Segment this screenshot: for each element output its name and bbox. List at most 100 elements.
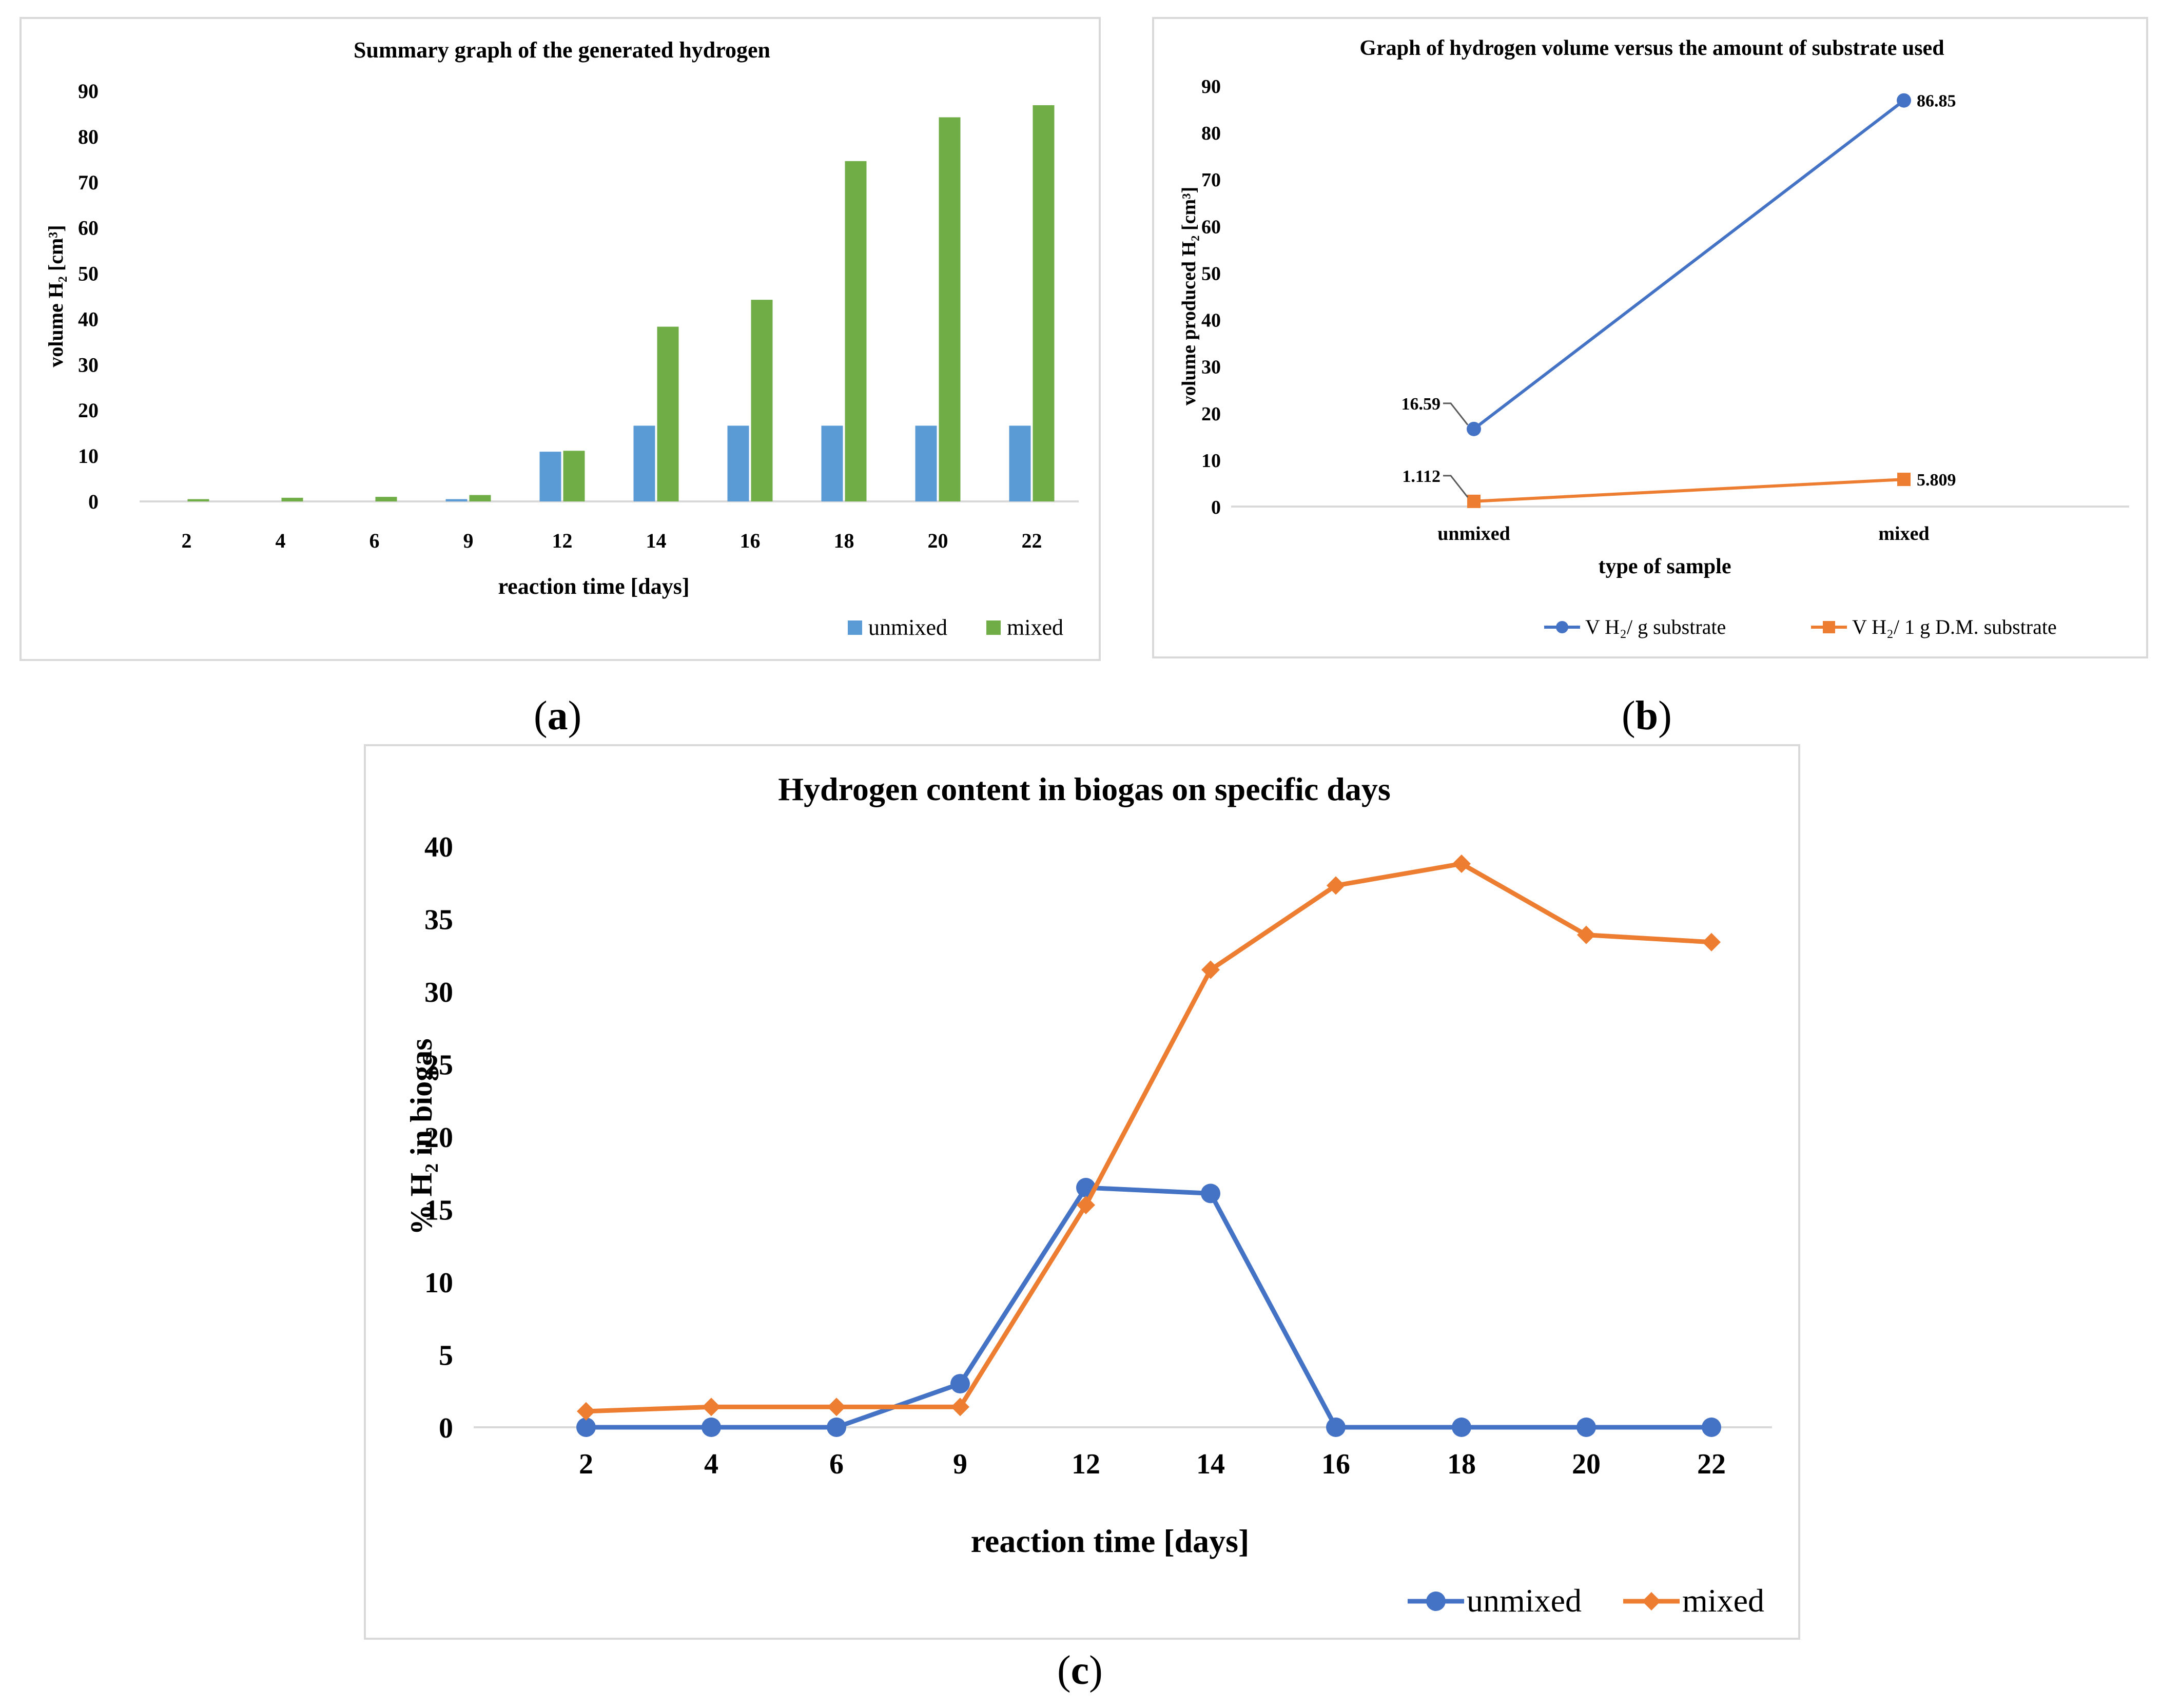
chart-b-x-label: type of sample (1599, 555, 1731, 578)
chart-b-y-tick: 30 (1201, 357, 1221, 378)
chart-b-data-label: 5.809 (1917, 471, 1956, 490)
chart-b-legend-marker (1556, 621, 1568, 633)
chart-c-series-line (586, 1185, 1711, 1430)
chart-a-x-tick: 16 (740, 529, 761, 552)
chart-a-x-tick: 14 (646, 529, 667, 552)
chart-c-point (702, 1398, 721, 1416)
chart-panel-b: Graph of hydrogen volume versus the amou… (1152, 17, 2148, 658)
chart-b-label-leader (1443, 402, 1469, 425)
chart-c-y-label: % H₂ in biogas (404, 1038, 438, 1235)
chart-panel-a: Summary graph of the generated hydrogen 0… (20, 17, 1101, 661)
chart-a-bar-unmixed (727, 425, 749, 501)
chart-c-y-tick: 0 (439, 1412, 453, 1444)
chart-a-y-tick: 90 (78, 80, 99, 103)
chart-b-legend-label: V H₂/ 1 g D.M. substrate (1852, 615, 2057, 638)
chart-a-x-tick: 2 (182, 529, 192, 552)
chart-c-point (1327, 876, 1345, 895)
chart-a-bar-mixed (845, 161, 867, 501)
chart-c-x-tick: 2 (579, 1448, 593, 1480)
chart-c-point (950, 1374, 970, 1394)
chart-c-point (576, 1418, 596, 1437)
chart-a-y-tick: 70 (78, 171, 99, 194)
chart-a-y-tick: 30 (78, 353, 99, 376)
chart-c-point (1201, 1183, 1220, 1204)
chart-c-x-label: reaction time [days] (971, 1523, 1250, 1559)
chart-b-y-tick: 20 (1201, 403, 1221, 425)
chart-a-legend-label: mixed (1007, 615, 1063, 640)
chart-b-x-tick: unmixed (1437, 523, 1510, 545)
chart-c-legend-marker (1642, 1592, 1661, 1610)
chart-c-point (1452, 854, 1471, 873)
chart-a-bar-unmixed (821, 425, 843, 501)
chart-c-series-line (586, 861, 1712, 1414)
chart-a-title: Summary graph of the generated hydrogen (354, 37, 770, 63)
chart-b-y-tick: 80 (1201, 123, 1221, 144)
chart-a-bar-unmixed (445, 499, 468, 501)
chart-a-bar-mixed (1033, 105, 1055, 501)
chart-b-y-tick: 90 (1201, 76, 1221, 98)
chart-c-point (1201, 960, 1220, 979)
chart-c-y-tick: 5 (439, 1340, 453, 1372)
chart-c-point (1326, 1418, 1346, 1437)
chart-a-canvas: Summary graph of the generated hydrogen 0… (44, 37, 1079, 640)
chart-c-y-tick: 35 (424, 904, 453, 936)
chart-b-x-tick: mixed (1878, 523, 1929, 545)
chart-a-x-tick: 4 (276, 529, 286, 552)
chart-c-legend-label: mixed (1682, 1582, 1764, 1619)
chart-b-y-tick: 10 (1201, 450, 1221, 472)
chart-b-data-label: 1.112 (1402, 467, 1440, 486)
chart-b-series-line (1473, 99, 1905, 431)
chart-c-canvas: Hydrogen content in biogas on specific d… (404, 771, 1772, 1619)
chart-c-y-tick: 10 (424, 1267, 453, 1299)
chart-c-x-tick: 18 (1447, 1448, 1476, 1480)
panel-label-a: (a) (534, 693, 582, 739)
chart-c-point (1577, 925, 1595, 944)
chart-a-bar-unmixed (539, 452, 561, 501)
chart-a-x-tick: 22 (1022, 529, 1042, 552)
chart-b-y-tick: 50 (1201, 263, 1221, 284)
panel-label-c: (c) (1057, 1648, 1103, 1693)
chart-c-legend-marker (1426, 1591, 1446, 1611)
chart-a-y-tick: 10 (78, 444, 99, 468)
chart-b-y-label: volume produced H₂ [cm³] (1178, 187, 1200, 405)
chart-b-legend-label: V H₂/ g substrate (1585, 615, 1726, 638)
chart-b-point (1897, 473, 1911, 487)
chart-c-point (577, 1402, 595, 1421)
chart-a-y-tick: 0 (88, 490, 99, 513)
chart-b-point (1467, 494, 1481, 508)
chart-a-legend-swatch (986, 620, 1001, 635)
chart-c-point (1702, 933, 1721, 952)
chart-a-bar-mixed (187, 499, 209, 501)
chart-c-x-tick: 22 (1697, 1448, 1726, 1480)
chart-c-point (702, 1418, 721, 1437)
chart-a-y-tick: 40 (78, 307, 99, 331)
chart-a-x-tick: 9 (463, 529, 474, 552)
chart-a-legend-swatch (848, 620, 862, 635)
chart-a-y-tick: 20 (78, 399, 99, 422)
chart-b-label-leader (1443, 475, 1469, 498)
chart-a-bar-unmixed (1009, 425, 1031, 501)
chart-a-y-tick: 50 (78, 262, 99, 285)
chart-a-bar-unmixed (633, 425, 655, 501)
chart-c-x-tick: 20 (1572, 1448, 1601, 1480)
chart-c-x-tick: 6 (829, 1448, 844, 1480)
chart-b-y-tick: 60 (1201, 216, 1221, 238)
chart-c-point (827, 1418, 846, 1437)
chart-b-data-label: 16.59 (1401, 395, 1441, 414)
chart-a-x-tick: 12 (552, 529, 573, 552)
chart-c-x-tick: 4 (704, 1448, 718, 1480)
chart-a-bar-mixed (563, 451, 585, 501)
chart-a-bar-mixed (375, 497, 397, 501)
chart-b-title: Graph of hydrogen volume versus the amou… (1359, 36, 1944, 60)
chart-b-point (1467, 421, 1481, 436)
chart-c-point (1077, 1196, 1095, 1215)
panel-label-b: (b) (1622, 693, 1672, 739)
chart-a-y-tick: 60 (78, 217, 99, 240)
chart-a-x-tick: 18 (834, 529, 854, 552)
chart-b-y-tick: 40 (1201, 310, 1221, 332)
chart-b-y-tick: 70 (1201, 169, 1221, 191)
chart-a-x-tick: 6 (369, 529, 380, 552)
chart-c-y-tick: 15 (424, 1195, 453, 1227)
chart-c-y-tick: 20 (424, 1122, 453, 1154)
chart-b-y-tick: 0 (1211, 497, 1221, 518)
